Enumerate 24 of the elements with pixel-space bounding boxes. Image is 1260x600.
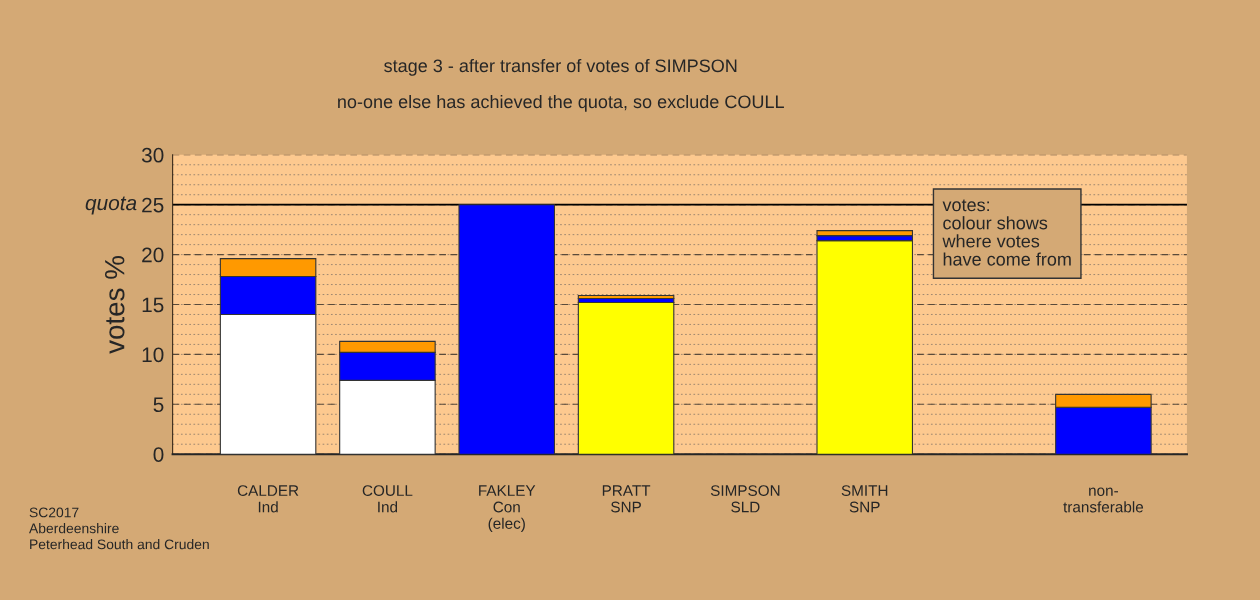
x-tick-label: FAKLEY Con (elec) — [479, 485, 536, 532]
x-tick-label: COULL Ind — [362, 485, 413, 513]
chart-subtitle: no-one else has achieved the quota, so exclude COULL — [338, 94, 784, 112]
bar — [816, 240, 914, 455]
x-tick-label: SMITH SNP — [841, 485, 888, 513]
y-tick-label: 20 — [142, 247, 164, 263]
annotation: votes: colour shows where votes have come from — [942, 199, 1071, 266]
y-tick-label: 5 — [153, 397, 164, 413]
text: SC2017 Aberdeenshire Peterhead South and Cruden — [29, 507, 209, 550]
x-tick-label: PRATT SNP — [602, 485, 651, 513]
y-tick-label: 30 — [141, 147, 164, 163]
y-tick-label: 25 — [142, 197, 164, 213]
x-tick-label: SIMPSON SLD — [710, 485, 780, 513]
y-axis-title: votes % — [104, 256, 125, 354]
chart-title: stage 3 - after transfer of votes of SIMPSON — [384, 58, 737, 76]
bar — [577, 301, 675, 455]
bar — [577, 294, 675, 300]
y-tick-label: 0 — [153, 447, 164, 462]
x-tick-label: CALDER Ind — [237, 485, 299, 513]
y-tick-label: 10 — [142, 347, 164, 363]
bar — [816, 230, 914, 237]
ref-line-label: quota — [85, 196, 137, 215]
y-tick-label: 15 — [142, 297, 164, 313]
x-tick-label: non- transferable — [1063, 487, 1144, 513]
